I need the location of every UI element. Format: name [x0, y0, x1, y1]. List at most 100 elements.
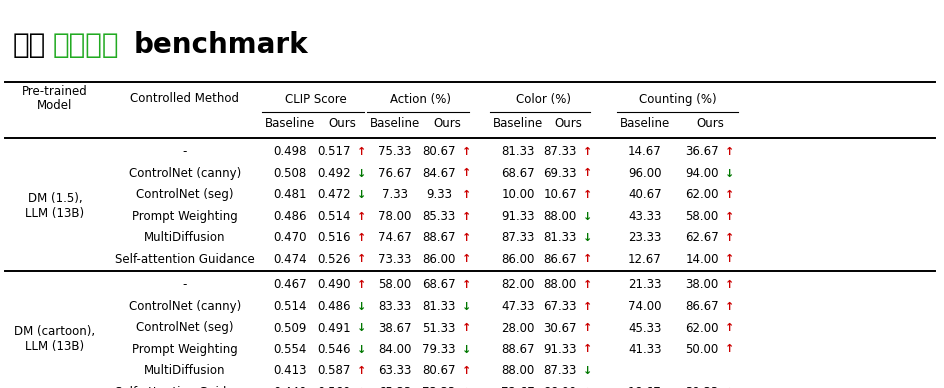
Text: ↓: ↓ [462, 345, 471, 355]
Text: Prompt Weighting: Prompt Weighting [132, 343, 238, 356]
Text: 9.33: 9.33 [426, 189, 451, 201]
Text: ↑: ↑ [462, 280, 471, 290]
Text: Prompt Weighting: Prompt Weighting [132, 210, 238, 223]
Text: 68.67: 68.67 [500, 167, 534, 180]
Text: ↑: ↑ [725, 211, 733, 222]
Text: MultiDiffusion: MultiDiffusion [144, 364, 226, 378]
Text: ↑: ↑ [462, 255, 471, 265]
Text: 65.33: 65.33 [378, 386, 412, 388]
Text: 0.486: 0.486 [317, 300, 350, 313]
Text: 74.67: 74.67 [378, 232, 412, 244]
Text: 79.33: 79.33 [422, 343, 455, 356]
Text: Baseline: Baseline [369, 118, 420, 130]
Text: 86.00: 86.00 [500, 253, 534, 266]
Text: ControlNet (canny): ControlNet (canny) [128, 167, 241, 180]
Text: 0.508: 0.508 [273, 167, 306, 180]
Text: ↑: ↑ [582, 147, 592, 157]
Text: Controlled Method: Controlled Method [130, 92, 239, 106]
Text: ↑: ↑ [725, 345, 733, 355]
Text: Ours: Ours [328, 118, 356, 130]
Text: 62.67: 62.67 [684, 232, 718, 244]
Text: 67.33: 67.33 [543, 300, 576, 313]
Text: ↓: ↓ [725, 168, 733, 178]
Text: 41.33: 41.33 [628, 343, 661, 356]
Text: 0.492: 0.492 [317, 167, 350, 180]
Text: 84.67: 84.67 [422, 167, 455, 180]
Text: 0.514: 0.514 [273, 300, 307, 313]
Text: 38.67: 38.67 [378, 322, 412, 334]
Text: 88.00: 88.00 [501, 364, 534, 378]
Text: 0.486: 0.486 [273, 210, 307, 223]
Text: 69.33: 69.33 [543, 167, 576, 180]
Text: 72.67: 72.67 [500, 386, 534, 388]
Text: benchmark: benchmark [133, 31, 308, 59]
Text: 0.440: 0.440 [273, 386, 307, 388]
Text: ControlNet (seg): ControlNet (seg) [136, 322, 233, 334]
Text: 36.67: 36.67 [684, 146, 718, 159]
Text: 83.33: 83.33 [378, 300, 412, 313]
Text: ↑: ↑ [725, 323, 733, 333]
Text: 39.33: 39.33 [684, 386, 718, 388]
Text: 30.67: 30.67 [543, 322, 576, 334]
Text: 0.467: 0.467 [273, 279, 307, 291]
Text: 14.00: 14.00 [684, 253, 718, 266]
Text: 80.67: 80.67 [422, 364, 455, 378]
Text: ↑: ↑ [725, 147, 733, 157]
Text: ↓: ↓ [357, 301, 366, 312]
Text: 图文: 图文 [12, 31, 45, 59]
Text: 51.33: 51.33 [422, 322, 455, 334]
Text: Color (%): Color (%) [515, 94, 570, 106]
Text: Baseline: Baseline [264, 118, 314, 130]
Text: 21.33: 21.33 [628, 279, 661, 291]
Text: 91.33: 91.33 [543, 343, 576, 356]
Text: ↑: ↑ [462, 147, 471, 157]
Text: 14.67: 14.67 [628, 146, 661, 159]
Text: 0.526: 0.526 [317, 253, 350, 266]
Text: 88.00: 88.00 [543, 279, 576, 291]
Text: 38.00: 38.00 [684, 279, 717, 291]
Text: ↑: ↑ [462, 366, 471, 376]
Text: 23.33: 23.33 [628, 232, 661, 244]
Text: 88.00: 88.00 [543, 210, 576, 223]
Text: 86.67: 86.67 [543, 253, 576, 266]
Text: Ours: Ours [696, 118, 723, 130]
Text: 0.509: 0.509 [273, 322, 307, 334]
Text: 80.67: 80.67 [422, 146, 455, 159]
Text: ↑: ↑ [357, 255, 366, 265]
Text: DM (cartoon),
LLM (13B): DM (cartoon), LLM (13B) [14, 325, 95, 353]
Text: -: - [182, 279, 187, 291]
Text: 85.33: 85.33 [422, 210, 455, 223]
Text: 68.67: 68.67 [422, 279, 455, 291]
Text: ↑: ↑ [725, 255, 733, 265]
Text: 87.33: 87.33 [543, 364, 576, 378]
Text: Counting (%): Counting (%) [638, 94, 716, 106]
Text: 28.00: 28.00 [500, 322, 534, 334]
Text: ↑: ↑ [462, 211, 471, 222]
Text: 10.67: 10.67 [543, 189, 576, 201]
Text: ↑: ↑ [582, 255, 592, 265]
Text: 0.514: 0.514 [317, 210, 350, 223]
Text: ↓: ↓ [582, 366, 592, 376]
Text: 语义匹配: 语义匹配 [53, 31, 119, 59]
Text: ↑: ↑ [582, 168, 592, 178]
Text: 88.67: 88.67 [422, 232, 455, 244]
Text: 0.546: 0.546 [317, 343, 350, 356]
Text: 45.33: 45.33 [628, 322, 661, 334]
Text: ↓: ↓ [357, 323, 366, 333]
Text: 87.33: 87.33 [543, 146, 576, 159]
Text: ↑: ↑ [582, 301, 592, 312]
Text: Ours: Ours [553, 118, 582, 130]
Text: 7.33: 7.33 [381, 189, 408, 201]
Text: 94.00: 94.00 [684, 167, 718, 180]
Text: 86.00: 86.00 [543, 386, 576, 388]
Text: 0.516: 0.516 [317, 232, 350, 244]
Text: Baseline: Baseline [619, 118, 669, 130]
Text: Action (%): Action (%) [390, 94, 451, 106]
Text: 82.00: 82.00 [500, 279, 534, 291]
Text: ↑: ↑ [582, 280, 592, 290]
Text: ↑: ↑ [462, 233, 471, 243]
Text: 0.491: 0.491 [317, 322, 350, 334]
Text: 0.490: 0.490 [317, 279, 350, 291]
Text: 58.00: 58.00 [684, 210, 717, 223]
Text: CLIP Score: CLIP Score [285, 94, 346, 106]
